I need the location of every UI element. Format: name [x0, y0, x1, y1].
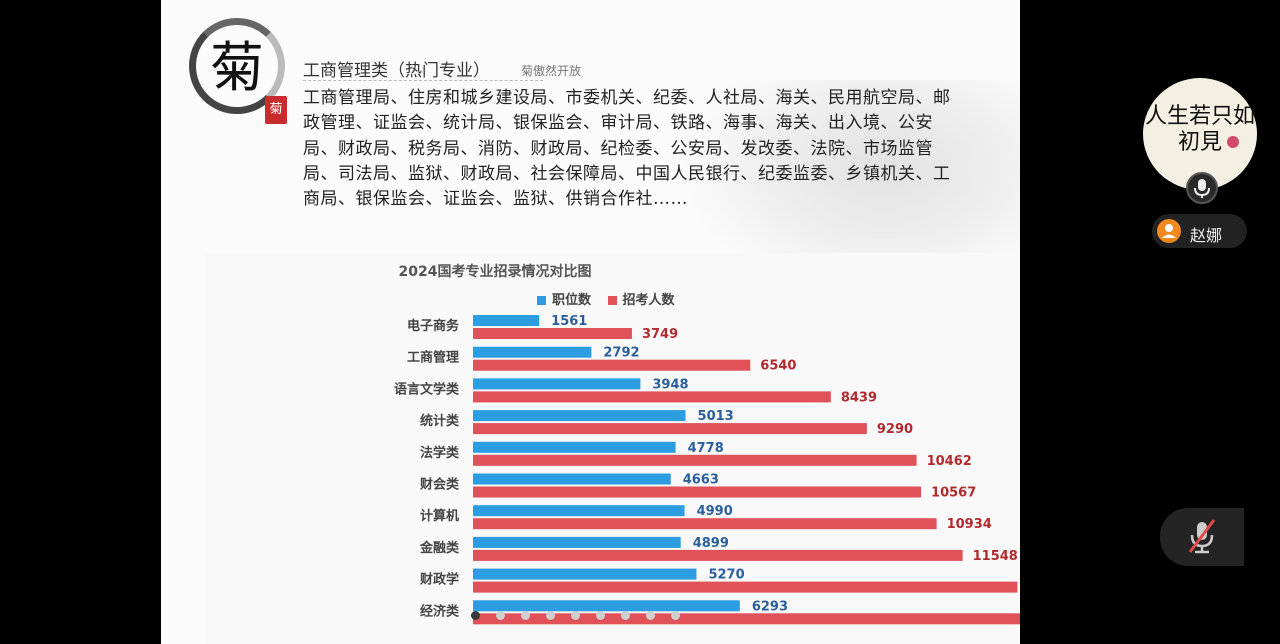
ink-circle-logo — [189, 18, 285, 114]
data-label: 3749 — [642, 327, 678, 342]
bar-applicants — [473, 328, 632, 339]
category-label: 经济类 — [420, 603, 460, 619]
bar-applicants — [473, 391, 831, 403]
legend-item-positions: 职位数 — [537, 293, 596, 308]
pager-dot[interactable] — [471, 611, 480, 620]
data-label: 8439 — [841, 390, 877, 405]
flower-icon — [1227, 136, 1239, 148]
pager-dot[interactable] — [646, 611, 655, 620]
data-label: 6540 — [760, 359, 796, 374]
data-label: 10567 — [931, 486, 976, 501]
pager-dot[interactable] — [596, 611, 605, 620]
decorative-line — [303, 80, 543, 82]
bar-applicants — [473, 423, 867, 435]
bar-positions — [473, 441, 676, 453]
bar-applicants — [473, 359, 751, 371]
bar-chart: 2024国考专业招录情况对比图 职位数 招考人数 电子商务 1561 3749 工商管… — [205, 253, 1020, 644]
participant-chip[interactable]: 赵娜 — [1152, 214, 1247, 248]
slide-title: 工商管理类（热门专业） — [303, 61, 490, 81]
avatar[interactable]: 人生若只如 初見 — [1143, 78, 1257, 190]
data-label: 5270 — [708, 568, 744, 583]
bar-applicants — [473, 549, 963, 561]
bar-positions — [473, 505, 685, 517]
slide-pager[interactable] — [471, 605, 696, 624]
bar-positions — [473, 600, 740, 612]
legend-label-positions: 职位数 — [552, 293, 592, 308]
user-icon — [1157, 219, 1181, 243]
bar-applicants — [473, 518, 937, 530]
chart-plot: 电子商务 1561 3749 工商管理 2792 6540 语言文学类 3948 8439 统计类… — [394, 314, 1020, 625]
category-label: 统计类 — [420, 413, 460, 429]
mic-button[interactable] — [1186, 172, 1218, 204]
data-label: 5013 — [698, 409, 734, 424]
pager-dot[interactable] — [571, 611, 580, 620]
mute-button[interactable] — [1160, 508, 1244, 566]
data-label: 1561 — [551, 314, 587, 329]
mic-icon — [1194, 179, 1210, 198]
data-label: 10934 — [947, 517, 992, 532]
pager-dot[interactable] — [621, 611, 630, 620]
data-label: 10462 — [927, 454, 972, 469]
bar-positions — [473, 315, 540, 326]
avatar-calligraphy: 人生若只如 初見 — [1143, 104, 1257, 156]
data-label: 2792 — [603, 346, 639, 361]
bar-positions — [473, 568, 697, 580]
category-label: 财政学 — [420, 572, 459, 588]
chart-title: 2024国考专业招录情况对比图 — [398, 264, 592, 280]
pager-dot[interactable] — [521, 611, 530, 620]
bar-positions — [473, 536, 681, 548]
bar-positions — [473, 378, 641, 390]
legend-swatch-positions — [537, 296, 546, 305]
data-label: 3948 — [652, 377, 688, 392]
data-label: 4990 — [697, 504, 733, 519]
data-label: 6293 — [752, 599, 788, 614]
chart-legend: 职位数 招考人数 — [537, 289, 687, 308]
participant-name: 赵娜 — [1190, 226, 1223, 245]
bar-applicants — [473, 486, 922, 498]
bar-applicants — [473, 581, 1018, 593]
category-label: 计算机 — [420, 508, 459, 524]
logo-character: 菊 — [210, 36, 264, 99]
bar-positions — [473, 346, 592, 358]
category-label: 电子商务 — [407, 318, 460, 334]
data-label: 4663 — [683, 473, 719, 488]
category-label: 工商管理 — [407, 350, 459, 366]
bar-positions — [473, 473, 671, 485]
avatar-text-line2: 初見 — [1177, 130, 1222, 155]
category-label: 语言文学类 — [394, 381, 460, 397]
bar-applicants — [473, 613, 1020, 625]
data-label: 4899 — [693, 536, 729, 551]
mic-off-icon — [1188, 519, 1216, 554]
pager-dot[interactable] — [496, 611, 505, 620]
data-label: 11548 — [973, 549, 1018, 564]
bar-positions — [473, 410, 686, 422]
bar-applicants — [473, 454, 917, 466]
pager-dot[interactable] — [671, 611, 680, 620]
category-label: 财会类 — [420, 477, 460, 493]
legend-swatch-applicants — [607, 296, 617, 305]
category-label: 金融类 — [419, 540, 460, 556]
legend-label-applicants: 招考人数 — [622, 293, 675, 308]
data-label: 9290 — [877, 422, 913, 437]
data-label: 4778 — [688, 441, 724, 456]
avatar-text-line1: 人生若只如 — [1144, 104, 1255, 129]
slide-body-text: 工商管理局、住房和城乡建设局、市委机关、纪委、人社局、海关、民用航空局、邮政管理… — [303, 88, 951, 210]
presentation-slide: 菊 菊 菊傲然开放 工商管理类（热门专业） 工商管理局、住房和城乡建设局、市委机… — [161, 0, 1020, 644]
category-label: 法学类 — [420, 445, 460, 461]
red-seal-stamp: 菊 — [265, 96, 287, 124]
legend-item-applicants: 招考人数 — [607, 293, 675, 308]
poem-text: 菊傲然开放 — [521, 64, 582, 78]
pager-dot[interactable] — [546, 611, 555, 620]
